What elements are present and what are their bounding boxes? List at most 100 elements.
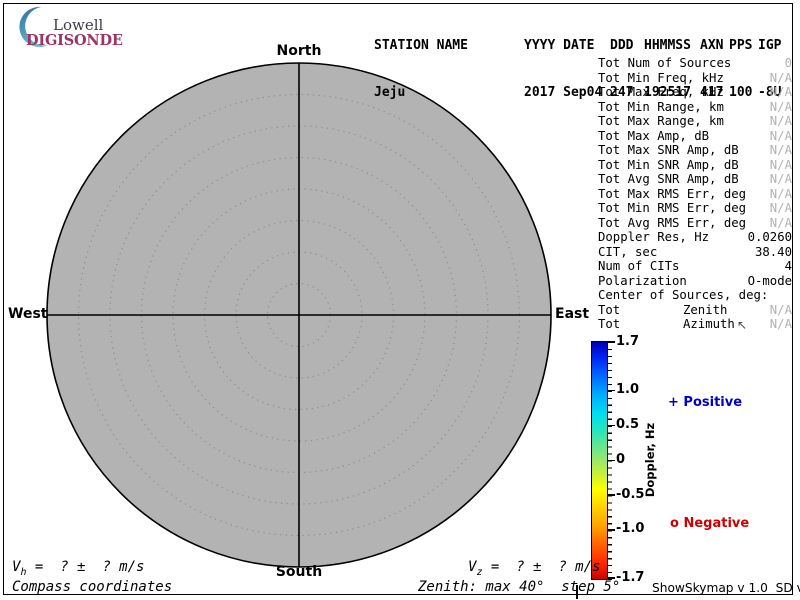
stat-row: Tot Zenith N/A [598,303,794,318]
colorbar-tick [607,529,615,531]
header-value: 192517 [644,84,691,100]
stat-row: Tot Avg SNR Amp, dB N/A [598,172,794,187]
negative-doppler-legend: o Negative [670,516,750,531]
header-col-igp: IGP -8U [758,7,781,116]
header-value: 417 [700,84,724,100]
stat-row: CIT, sec 38.40 [598,245,794,260]
stat-value: N/A [769,186,792,201]
stat-label: Num of CITs [598,259,680,273]
header-label: DDD [610,38,634,53]
stat-row: Tot Max RMS Err, deg N/A [598,187,794,202]
vz-subscript: z [476,566,483,578]
positive-doppler-legend: + Positive [668,395,743,410]
colorbar-tick [607,341,615,343]
header-value: 2017 Sep04 [524,84,603,100]
stat-label: Tot Min RMS Err, deg [598,201,747,215]
header-label: PPS [729,38,753,53]
stat-row: Tot Min Freq, kHz N/A [598,71,794,86]
stat-value: N/A [769,114,792,128]
stat-row: Tot Min SNR Amp, dB N/A [598,158,794,173]
stat-row: Tot Max Freq, kHz N/A [598,85,794,100]
logo-text-digisonde: DIGISONDE [26,32,123,49]
header-col-station: STATION NAME Jeju [374,7,468,116]
stat-sublabel: Azimuth [683,317,735,331]
colorbar-tick-label: -0.5 [616,487,645,502]
stat-value: N/A [769,143,792,157]
stat-row: Polarization O-mode [598,274,794,289]
vh-symbol: V [12,559,21,575]
stat-row: Tot Min Range, km N/A [598,100,794,115]
horizontal-velocity-readout: Vh = ? ± ? m/s [12,559,144,578]
header-value: Jeju [374,84,406,100]
stat-label: Tot Max Range, km [598,114,724,128]
stat-value: N/A [769,99,792,114]
stat-label: Tot Avg SNR Amp, dB [598,172,739,186]
stat-label: Tot [598,317,621,331]
stat-value: N/A [769,157,792,172]
stat-value: N/A [769,317,792,331]
header-label: YYYY DATE [524,38,595,53]
stat-value: 38.40 [754,244,792,259]
stat-value: N/A [769,172,792,186]
header-value: -8U [758,84,782,100]
zenith-range-note: Zenith: max 40° step 5° [418,579,621,595]
colorbar-tick [607,494,615,496]
header-label: HHMMSS [644,38,691,53]
stat-value: N/A [769,302,792,317]
stat-label: Tot Max SNR Amp, dB [598,143,739,157]
stat-value: N/A [769,201,792,215]
stat-label: Tot [598,302,621,317]
compass-label-south: South [275,564,323,580]
header-value: 100 [729,84,753,100]
stat-label: Tot Max RMS Err, deg [598,186,747,201]
stat-row: Tot Min RMS Err, deg N/A [598,201,794,216]
stat-row: Tot Num of Sources 0 [598,56,794,71]
stat-value: 0 [784,56,792,70]
compass-label-east: East [555,306,590,322]
stat-row: Tot Max Amp, dB N/A [598,129,794,144]
logo-arc-icon [19,6,48,47]
header-col-pps: PPS 100 [729,7,752,116]
coordinates-note: Compass coordinates [12,579,173,595]
stat-label: Tot Max Amp, dB [598,128,710,143]
stat-label: Center of Sources, deg: [598,288,769,302]
stat-row: Tot Max Range, km N/A [598,114,794,129]
vh-equation: = ? ± ? m/s [26,559,145,575]
statistics-panel: Tot Num of Sources 0 Tot Min Freq, kHz N/A… [598,56,794,332]
stat-label: Tot Min Freq, kHz [598,70,724,85]
stat-value: 4 [784,259,792,273]
lowell-digisonde-logo: Lowell DIGISONDE [8,5,158,49]
colorbar-tick [607,424,615,427]
crosshair-axes [47,63,551,567]
stat-row: Center of Sources, deg: [598,288,794,303]
stat-sublabel: Zenith [683,302,728,317]
stat-label: Tot Num of Sources [598,56,732,70]
header-value: 247 [610,84,634,100]
stat-label: CIT, sec [598,244,658,259]
stat-value: N/A [769,128,792,143]
stat-value: N/A [769,85,792,99]
stat-value: N/A [769,215,792,230]
bottom-tick-mark [576,585,578,599]
compass-label-north: North [276,43,322,59]
header-label: STATION NAME [374,38,468,53]
stat-label: Tot Min Range, km [598,99,724,114]
header-label: IGP [758,38,782,53]
stat-label: Doppler Res, Hz [598,230,710,244]
header-col-time: HHMMSS 192517 [644,7,691,116]
vz-symbol: V [468,559,477,575]
stat-label: Polarization [598,273,687,288]
colorbar-tick-label: -1.7 [616,570,645,585]
stat-row: Doppler Res, Hz 0.0260 [598,230,794,245]
colorbar-axis-title: Doppler, Hz [643,422,657,498]
vh-subscript: h [20,566,27,578]
stat-value: O-mode [747,273,792,288]
header-label: AXN [700,38,724,53]
colorbar-tick-label: 1.7 [616,334,640,349]
stat-row: Num of CITs 4 [598,259,794,274]
stat-label: Tot Max Freq, kHz [598,85,724,99]
colorbar-tick [607,389,615,392]
colorbar-tick [607,459,615,462]
stat-label: Tot Avg RMS Err, deg [598,215,747,230]
